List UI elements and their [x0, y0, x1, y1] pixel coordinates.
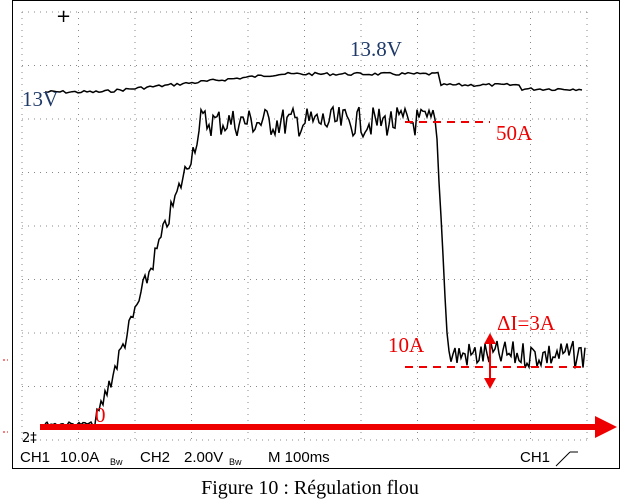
caption: Figure 10 : Régulation flou	[201, 477, 419, 499]
label-13v: 13V	[22, 87, 58, 111]
status-item: 10.0A	[60, 449, 99, 466]
status-item: 2.00V	[184, 449, 223, 466]
status-item: CH1	[20, 449, 50, 466]
status-item: Bw	[110, 457, 123, 467]
label-50a: 50A	[496, 121, 533, 145]
label-10a: 10A	[388, 333, 425, 357]
channel-marker: 2‡	[22, 431, 37, 446]
trigger-marker: +	[56, 6, 71, 27]
status-item: CH2	[140, 449, 170, 466]
status-item: M 100ms	[268, 449, 330, 466]
status-item: CH1	[520, 449, 550, 466]
label-13-8v: 13.8V	[350, 37, 402, 61]
figure: + 2‡ 13.8V 13V 50A ΔI=3A 10A 0 CH1 10.0A…	[0, 0, 621, 501]
label-delta: ΔI=3A	[497, 311, 556, 335]
label-zero: 0	[95, 403, 106, 427]
status-item: Bw	[229, 457, 242, 467]
